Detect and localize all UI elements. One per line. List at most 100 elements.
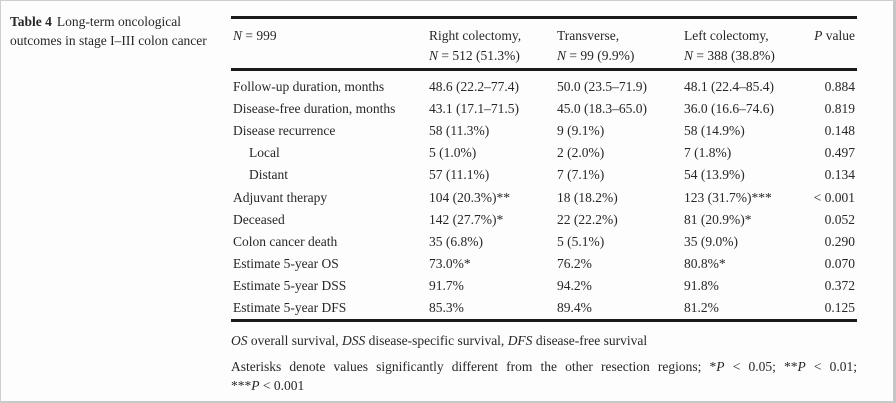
header-p-value: P value [796, 26, 857, 68]
cell-p-value: 0.125 [824, 299, 855, 315]
cell-right-colectomy: 73.0%* [429, 255, 471, 271]
table-row: Colon cancer death 35 (6.8%) 5 (5.1%) 35 (9… [231, 231, 857, 253]
cell-right-colectomy: 57 (11.1%) [429, 167, 490, 183]
cell-transverse: 76.2% [557, 255, 592, 271]
caption-text: Long-term oncological outcomes in stage … [10, 14, 207, 48]
cell-left-colectomy: 35 (9.0%) [684, 233, 738, 249]
significance-stars3: *** [231, 378, 252, 393]
cell-left-colectomy: 81 (20.9%)* [684, 211, 752, 227]
table-rule-top [231, 16, 857, 19]
table-row: Estimate 5-year DFS 85.3% 89.4% 81.2% 0.125 [231, 297, 857, 319]
cell-right-colectomy: 35 (6.8%) [429, 233, 483, 249]
table-row: Estimate 5-year DSS 91.7% 94.2% 91.8% 0.372 [231, 275, 857, 297]
header-left-colectomy-count: = 388 (38.8%) [693, 48, 775, 63]
table-body: Follow-up duration, months 48.6 (22.2–77.… [231, 71, 857, 319]
row-label: Distant [249, 167, 288, 183]
header-left-colectomy-line1: Left colectomy, [684, 28, 769, 43]
significance-p3: P [251, 378, 260, 393]
header-right-colectomy-n: N [429, 48, 439, 63]
table-caption: Table 4 Long-term oncological outcomes in… [10, 12, 214, 50]
cell-left-colectomy: 80.8%* [684, 255, 726, 271]
header-p-italic: P [814, 28, 823, 43]
significance-lead: Asterisks denote values significantly di… [231, 359, 717, 374]
cell-p-value: 0.070 [824, 255, 855, 271]
cell-p-value: 0.134 [824, 167, 855, 183]
footnote-abbreviations: OS overall survival, DSS disease-specifi… [231, 331, 857, 350]
cell-p-value: 0.884 [824, 79, 855, 95]
cell-transverse: 89.4% [557, 299, 592, 315]
cell-transverse: 7 (7.1%) [557, 167, 605, 183]
cell-transverse: 2 (2.0%) [557, 145, 605, 161]
cell-p-value: 0.819 [824, 101, 855, 117]
table-row: Local 5 (1.0%) 2 (2.0%) 7 (1.8%) 0.497 [231, 142, 857, 164]
table-row: Disease-free duration, months 43.1 (17.1–… [231, 98, 857, 120]
table-rule-bottom [231, 319, 857, 322]
cell-p-value: < 0.001 [813, 189, 855, 205]
significance-p1-text: < 0.05; ** [724, 359, 798, 374]
row-label: Estimate 5-year DSS [233, 277, 347, 293]
table-row: Disease recurrence 58 (11.3%) 9 (9.1%) 58 (… [231, 120, 857, 142]
header-right-colectomy: Right colectomy, N = 512 (51.3%) [429, 26, 557, 68]
cell-right-colectomy: 85.3% [429, 299, 464, 315]
header-total-n: N = 999 [231, 26, 429, 68]
header-p-rest: value [822, 28, 855, 43]
header-right-colectomy-count: = 512 (51.3%) [438, 48, 520, 63]
row-label: Disease recurrence [233, 123, 336, 139]
cell-left-colectomy: 54 (13.9%) [684, 167, 745, 183]
significance-p2: P [797, 359, 806, 374]
cell-left-colectomy: 91.8% [684, 277, 719, 293]
significance-p3-text: < 0.001 [259, 378, 305, 393]
table-rule-mid [231, 68, 857, 71]
header-transverse-count: = 99 (9.9%) [566, 48, 635, 63]
abbrev-dfs: DFS [507, 333, 533, 348]
cell-right-colectomy: 5 (1.0%) [429, 145, 477, 161]
table-row: Adjuvant therapy 104 (20.3%)** 18 (18.2%) 1… [231, 186, 857, 208]
header-left-colectomy: Left colectomy, N = 388 (38.8%) [684, 26, 796, 68]
cell-right-colectomy: 58 (11.3%) [429, 123, 490, 139]
cell-left-colectomy: 58 (14.9%) [684, 123, 745, 139]
cell-p-value: 0.372 [824, 277, 855, 293]
table-row: Distant 57 (11.1%) 7 (7.1%) 54 (13.9%) 0.134 [231, 164, 857, 186]
cell-right-colectomy: 48.6 (22.2–77.4) [429, 79, 519, 95]
footnote-significance-line1: Asterisks denote values significantly di… [231, 357, 857, 376]
header-right-colectomy-line1: Right colectomy, [429, 28, 522, 43]
cell-transverse: 45.0 (18.3–65.0) [557, 101, 647, 117]
row-label: Estimate 5-year DFS [233, 299, 347, 315]
row-label: Colon cancer death [233, 233, 338, 249]
table-row: Deceased 142 (27.7%)* 22 (22.2%) 81 (20.9%)… [231, 209, 857, 231]
table-row: Follow-up duration, months 48.6 (22.2–77.… [231, 76, 857, 98]
row-label: Estimate 5-year OS [233, 255, 339, 271]
cell-transverse: 50.0 (23.5–71.9) [557, 79, 647, 95]
cell-right-colectomy: 104 (20.3%)** [429, 189, 510, 205]
cell-left-colectomy: 36.0 (16.6–74.6) [684, 101, 774, 117]
significance-p2-text: < 0.01; [805, 359, 857, 374]
row-label: Deceased [233, 211, 285, 227]
cell-transverse: 5 (5.1%) [557, 233, 605, 249]
footnote-significance-line2: ***P < 0.001 [231, 376, 857, 395]
row-label: Follow-up duration, months [233, 79, 385, 95]
cell-left-colectomy: 48.1 (22.4–85.4) [684, 79, 774, 95]
header-transverse: Transverse, N = 99 (9.9%) [557, 26, 684, 68]
header-transverse-line1: Transverse, [557, 28, 620, 43]
cell-p-value: 0.497 [824, 145, 855, 161]
header-total-n-italic: N [233, 28, 243, 43]
cell-transverse: 9 (9.1%) [557, 123, 605, 139]
cell-transverse: 94.2% [557, 277, 592, 293]
cell-p-value: 0.290 [824, 233, 855, 249]
header-left-colectomy-n: N [684, 48, 694, 63]
significance-p1: P [716, 359, 725, 374]
abbrev-dfs-text: disease-free survival [532, 333, 648, 348]
table: N = 999 Right colectomy, N = 512 (51.3%) … [231, 1, 857, 395]
row-label: Adjuvant therapy [233, 189, 328, 205]
cell-right-colectomy: 91.7% [429, 277, 464, 293]
caption-label: Table 4 [10, 14, 52, 29]
cell-left-colectomy: 7 (1.8%) [684, 145, 732, 161]
row-label: Disease-free duration, months [233, 101, 396, 117]
cell-p-value: 0.148 [824, 123, 855, 139]
table-header-row: N = 999 Right colectomy, N = 512 (51.3%) … [231, 19, 857, 68]
cell-p-value: 0.052 [824, 211, 855, 227]
header-total-n-rest: = 999 [242, 28, 277, 43]
abbrev-os-text: overall survival, [247, 333, 342, 348]
cell-left-colectomy: 81.2% [684, 299, 719, 315]
